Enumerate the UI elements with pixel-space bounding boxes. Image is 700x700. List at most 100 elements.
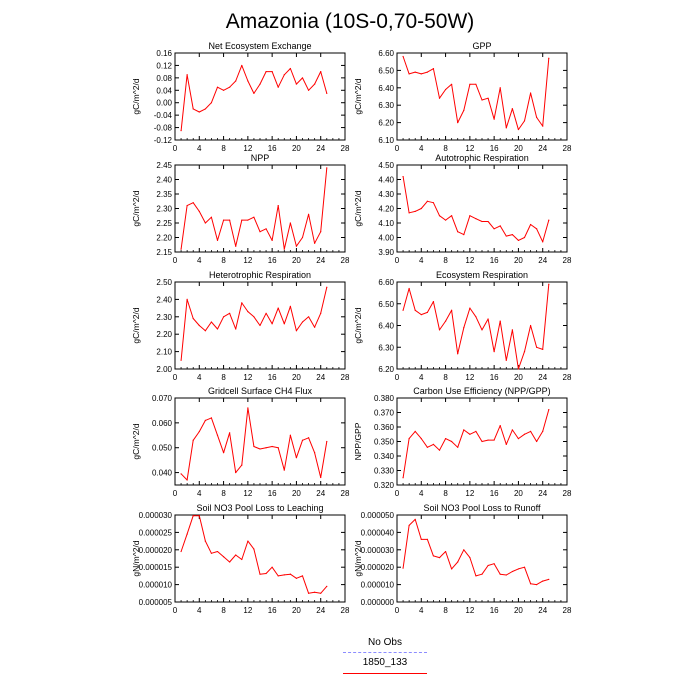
series-line-1850-133 <box>180 64 328 131</box>
data-point <box>463 429 465 431</box>
y-tick-label: 2.30 <box>156 205 172 214</box>
y-tick-label: 4.20 <box>378 205 394 214</box>
data-point <box>222 89 225 91</box>
data-point <box>511 570 513 573</box>
x-tick-label: 4 <box>419 373 424 382</box>
panel-heterotrophic-respiration: Heterotrophic Respiration gC/m^2/d 0 4 8 12 16… <box>131 270 350 382</box>
data-point <box>259 448 261 450</box>
data-point <box>499 225 501 227</box>
data-point <box>186 74 188 76</box>
panel-gridcell-surface-ch4-flux: Gridcell Surface CH4 Flux gC/m^2/d 0 4 8 12 16… <box>131 386 350 498</box>
x-tick-label: 4 <box>419 144 424 153</box>
data-point <box>548 578 550 580</box>
x-tick-label: 28 <box>341 256 350 265</box>
data-point <box>457 353 459 355</box>
panel-title: Carbon Use Efficiency (NPP/GPP) <box>413 386 550 396</box>
data-point <box>210 321 213 323</box>
data-point <box>542 580 544 582</box>
panel-title: Gridcell Surface CH4 Flux <box>208 386 313 396</box>
data-point <box>487 439 489 441</box>
y-tick-label: 0.16 <box>156 49 172 58</box>
data-point <box>438 449 441 451</box>
data-point <box>493 228 495 230</box>
data-point <box>301 236 304 239</box>
panel-ecosystem-respiration: Ecosystem Respiration gC/m^2/d 0 4 8 12 16 20 24… <box>353 270 572 382</box>
data-point <box>463 234 465 236</box>
data-point <box>499 573 501 575</box>
data-point <box>517 568 520 570</box>
data-point <box>314 591 316 593</box>
data-point <box>529 430 532 432</box>
data-point <box>307 316 310 318</box>
data-point <box>210 216 213 218</box>
data-point <box>180 550 182 553</box>
data-point <box>517 368 520 370</box>
y-tick-label: 0.000000 <box>361 598 395 607</box>
x-tick-label: 4 <box>197 606 202 615</box>
data-point <box>432 555 435 557</box>
data-point <box>216 550 219 553</box>
y-tick-label: 0.000040 <box>361 528 395 537</box>
x-tick-label: 0 <box>395 489 400 498</box>
panel-title: Heterotrophic Respiration <box>209 270 311 280</box>
data-point <box>295 577 298 579</box>
data-point <box>253 316 255 318</box>
x-tick-label: 8 <box>443 144 448 153</box>
data-point <box>469 83 471 85</box>
y-tick-label: 4.40 <box>378 176 394 185</box>
data-point <box>536 116 538 118</box>
y-tick-label: -0.04 <box>154 111 173 120</box>
x-tick-label: 16 <box>490 606 499 615</box>
data-point <box>542 125 544 127</box>
data-point <box>216 86 219 88</box>
panel-title: Net Ecosystem Exchange <box>208 41 311 51</box>
data-point <box>523 236 526 239</box>
x-tick-label: 28 <box>563 606 572 615</box>
x-tick-label: 16 <box>268 144 277 153</box>
data-point <box>426 538 428 540</box>
x-tick-label: 20 <box>292 256 301 265</box>
data-point <box>438 215 441 217</box>
data-point <box>469 557 471 559</box>
data-point <box>523 566 526 568</box>
panel-soil-no3-pool-loss-to-runoff: Soil NO3 Pool Loss to Runoff gN/m^2/d 0 4 8 1… <box>353 503 572 615</box>
x-tick-label: 20 <box>514 373 523 382</box>
y-axis-label: gC/m^2/d <box>131 190 141 226</box>
y-tick-label: 6.60 <box>378 49 394 58</box>
data-point <box>198 111 200 113</box>
x-tick-label: 8 <box>443 256 448 265</box>
y-tick-label: 0.330 <box>374 467 395 476</box>
panel-npp: NPP gC/m^2/d 0 4 8 12 16 20 24 28 2.15 2.20 2.25 2.30… <box>131 153 350 265</box>
data-point <box>499 87 501 89</box>
data-point <box>186 298 188 300</box>
y-tick-label: 0.12 <box>156 61 172 70</box>
series-line-1850-133 <box>180 515 328 594</box>
figure-title: Amazonia (10S-0,70-50W) <box>225 10 475 33</box>
data-point <box>314 452 316 454</box>
y-tick-label: 4.10 <box>378 219 394 228</box>
data-point <box>247 310 249 313</box>
y-tick-label: 0.00 <box>156 99 172 108</box>
x-tick-label: 20 <box>514 256 523 265</box>
y-tick-label: 0.050 <box>152 444 173 453</box>
y-tick-label: 0.04 <box>156 86 172 95</box>
data-point <box>523 433 526 435</box>
data-point <box>180 130 182 132</box>
y-axis-label: NPP/GPP <box>353 422 363 460</box>
data-point <box>253 92 255 94</box>
data-point <box>408 524 410 527</box>
y-tick-label: 6.20 <box>378 365 394 374</box>
data-point <box>438 557 441 559</box>
x-tick-label: 20 <box>292 373 301 382</box>
y-tick-label: 2.50 <box>156 278 172 287</box>
y-axis-label: gC/m^2/d <box>353 190 363 226</box>
data-point <box>426 71 428 73</box>
y-axis-label: gC/m^2/d <box>131 307 141 343</box>
data-point <box>408 73 410 75</box>
x-tick-label: 12 <box>465 256 474 265</box>
y-tick-label: 2.20 <box>156 234 172 243</box>
data-point <box>259 83 261 85</box>
x-tick-label: 16 <box>268 606 277 615</box>
plot-frame <box>174 514 346 603</box>
data-point <box>493 118 495 120</box>
